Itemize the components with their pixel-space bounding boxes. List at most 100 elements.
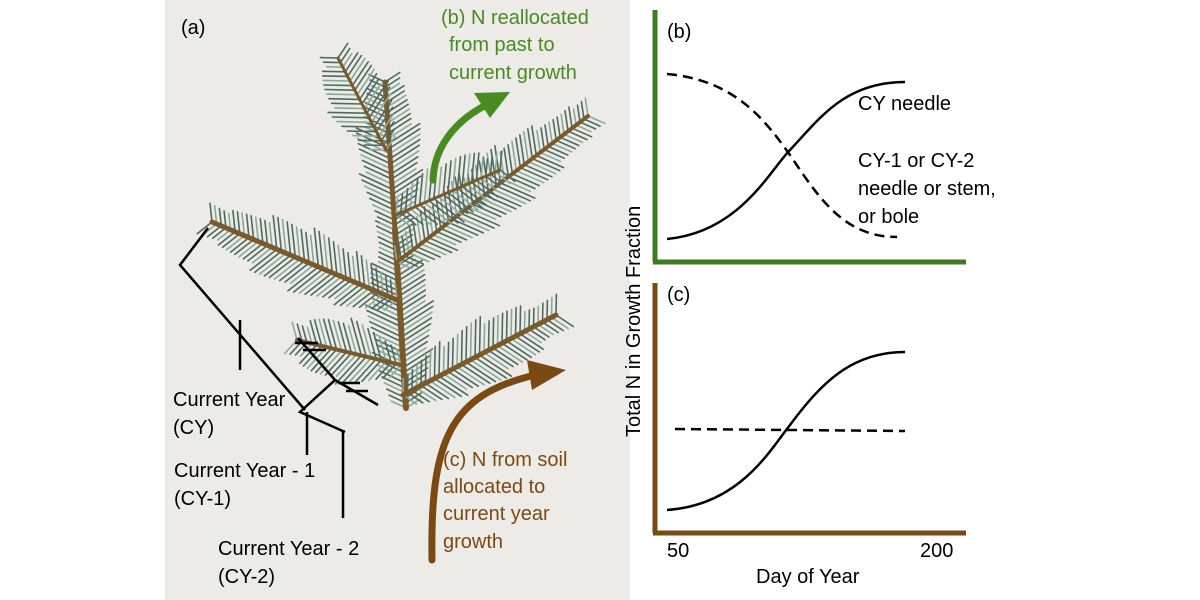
spruce-needle — [505, 310, 508, 342]
spruce-needle — [544, 124, 550, 148]
spruce-needle — [501, 342, 528, 361]
spruce-needle — [474, 356, 508, 379]
green-arrow-shaft — [429, 100, 492, 184]
spruce-needle — [443, 224, 473, 239]
spruce-needle — [250, 214, 255, 241]
spruce-needle — [487, 349, 514, 368]
spruce-needle — [548, 121, 554, 145]
spruce-needle — [408, 252, 430, 263]
spruce-needle — [432, 197, 465, 223]
spruce-needle — [247, 244, 269, 262]
spruce-needle — [398, 289, 427, 308]
spruce-needle — [236, 211, 241, 235]
spruce-needle — [346, 130, 378, 133]
spruce-needle — [511, 173, 541, 187]
spruce-needle — [310, 273, 338, 296]
spruce-needle — [254, 250, 283, 274]
spruce-needle — [456, 155, 462, 190]
spruce-needle — [447, 191, 474, 213]
spruce-needle — [584, 97, 589, 117]
spruce-needle — [499, 182, 536, 199]
spruce-needle — [365, 87, 387, 99]
spruce-needle — [423, 168, 429, 204]
spruce-needle — [354, 358, 378, 384]
spruce-needle — [309, 319, 318, 346]
spruce-needle — [399, 300, 426, 318]
spruce-needle — [360, 255, 366, 288]
spruce-needle — [325, 93, 359, 96]
spruce-needle — [494, 145, 502, 184]
spruce-needle — [499, 169, 516, 183]
spruce-needle — [234, 238, 255, 256]
bracket-cy-outer — [178, 227, 306, 411]
spruce-needle — [278, 260, 306, 282]
panel-c-label: (c) — [667, 284, 690, 306]
spruce-needle — [494, 153, 498, 173]
spruce-needle — [358, 148, 392, 165]
spruce-needle — [397, 240, 402, 260]
spruce-needle — [361, 159, 393, 175]
spruce-needle — [550, 316, 570, 330]
spruce-needle — [361, 359, 383, 383]
spruce-needle — [522, 131, 530, 163]
spruce-needle — [342, 322, 353, 354]
spruce-needle — [399, 294, 427, 313]
spruce-needle — [241, 212, 246, 237]
spruce-needle — [397, 268, 425, 287]
spruce-needle — [527, 160, 557, 175]
spruce-needle — [331, 116, 371, 119]
spruce-needle — [408, 225, 414, 251]
cy2-label-line-1: Current Year - 2 — [218, 538, 359, 560]
spruce-needle — [371, 295, 389, 310]
spruce-needle — [291, 321, 298, 341]
spruce-needle — [507, 144, 514, 175]
spruce-needle — [442, 372, 468, 390]
spruce-needle — [463, 209, 501, 227]
spruce-needle — [352, 289, 375, 308]
spruce-needle — [475, 152, 480, 181]
spruce-needle — [451, 368, 480, 388]
spruce-needle — [576, 104, 581, 123]
spruce-needle — [397, 273, 426, 292]
spruce-needle — [427, 236, 459, 252]
spruce-needle — [429, 350, 432, 382]
spruce-needle — [401, 328, 431, 348]
brown-arrow-shaft — [428, 371, 539, 564]
spruce-needle — [491, 188, 527, 205]
spruce-needle — [383, 382, 406, 394]
spruce-needle — [381, 376, 406, 389]
spruce-needle — [340, 355, 368, 385]
panel-b-solid-curve — [666, 80, 906, 241]
spruce-needle — [365, 259, 371, 290]
cy1-label-line-2: (CY-1) — [174, 488, 231, 510]
spruce-needle — [556, 116, 561, 139]
spruce-needle — [510, 308, 513, 340]
spruce-needle — [299, 343, 318, 365]
spruce-needle — [209, 202, 213, 223]
spruce-needle — [295, 226, 301, 260]
spruce-needle — [551, 142, 573, 153]
spruce-needle — [330, 102, 363, 105]
spruce-needle — [451, 189, 479, 211]
spruce-needle — [283, 339, 298, 355]
spruce-needle — [375, 225, 397, 236]
spruce-needle — [409, 208, 431, 226]
spruce-needle — [382, 362, 397, 379]
spruce-needle — [254, 216, 260, 243]
spruce-needle — [415, 216, 422, 245]
spruce-needle — [420, 384, 443, 401]
spruce-needle — [376, 216, 396, 226]
spruce-needle — [518, 134, 526, 166]
green-arrow-head — [474, 92, 510, 118]
spruce-needle — [322, 79, 351, 82]
spruce-needle — [514, 335, 541, 353]
spruce-needle — [511, 140, 518, 172]
panel-b-dashed-label-2: needle or stem, — [858, 178, 996, 200]
spruce-needle — [370, 92, 392, 124]
spruce-needle — [380, 121, 395, 142]
spruce-needle — [353, 64, 373, 91]
spruce-needle — [363, 165, 393, 180]
spruce-needle — [433, 345, 437, 380]
spruce-needle — [388, 133, 421, 155]
spruce-needle — [221, 232, 241, 249]
